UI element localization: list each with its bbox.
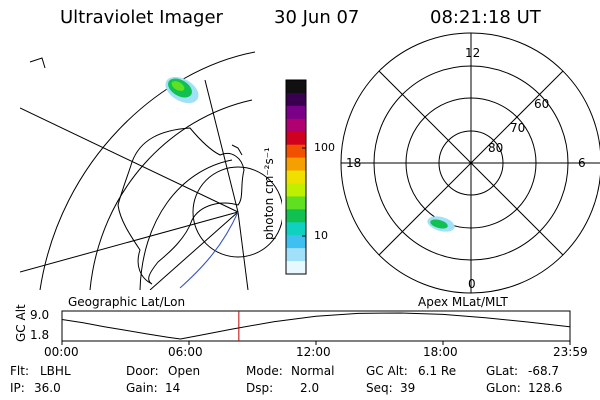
geographic-map-title: Geographic Lat/Lon — [68, 295, 186, 309]
orbit-timeline — [61, 310, 571, 345]
colorbar-swatch — [286, 92, 306, 107]
status-ip-label: IP: — [10, 381, 25, 395]
colorbar-swatch — [286, 131, 306, 146]
timeline-ylabel: GC Alt — [14, 304, 28, 342]
colorbar-frame — [285, 79, 307, 275]
status-flt-value: LBHL — [40, 364, 71, 378]
instrument-title: Ultraviolet Imager — [60, 7, 223, 28]
apex-map-title: Apex MLat/MLT — [418, 295, 508, 309]
colorbar-tick-100: 100 — [314, 141, 335, 154]
status-mode-value: Normal — [291, 364, 335, 378]
status-gcalt-value: 6.1 Re — [418, 364, 457, 378]
mlt-label-18: 18 — [346, 156, 362, 170]
mlt-label-12: 12 — [465, 46, 481, 60]
colorbar-swatch — [286, 183, 306, 197]
orbit-altitude-line — [61, 312, 570, 340]
status-door-label: Door: — [126, 364, 159, 378]
status-dsp-value: 2.0 — [300, 381, 320, 395]
timeline-ymin: 1.8 — [30, 328, 50, 342]
colorbar-swatch — [286, 157, 306, 172]
timeline-tick-1200: 12:00 — [296, 345, 331, 359]
status-door-value: Open — [168, 364, 201, 378]
status-glon-value: 128.6 — [528, 381, 563, 395]
color-bar — [285, 79, 307, 275]
colorbar-swatch — [286, 170, 306, 184]
status-ip-value: 36.0 — [34, 381, 61, 395]
colorbar-swatch — [286, 144, 306, 159]
mlat-label-70: 70 — [510, 121, 526, 135]
colorbar-swatch — [286, 235, 306, 249]
status-seq-label: Seq: — [366, 381, 393, 395]
mlt-label-0: 0 — [468, 277, 476, 291]
geographic-map — [20, 51, 282, 290]
status-gcalt-label: GC Alt: — [366, 364, 408, 378]
mlt-label-6: 6 — [578, 156, 586, 170]
status-glon-label: GLon: — [486, 381, 521, 395]
status-glat-label: GLat: — [486, 364, 519, 378]
timeline-tick-0600: 06:00 — [168, 345, 203, 359]
timeline-tick-2359: 23:59 — [553, 345, 588, 359]
status-seq-value: 39 — [400, 381, 416, 395]
status-mode-label: Mode: — [246, 364, 283, 378]
date-label: 30 Jun 07 — [274, 7, 360, 28]
polar-mlt-map — [340, 32, 600, 294]
colorbar-swatch — [286, 222, 306, 236]
colorbar-swatch — [286, 105, 306, 120]
timeline-tick-1800: 18:00 — [423, 345, 458, 359]
status-flt-label: Flt: — [10, 364, 29, 378]
colorbar-swatch — [286, 80, 306, 94]
status-glat-value: -68.7 — [528, 364, 560, 378]
status-dsp-label: Dsp: — [246, 381, 274, 395]
colorbar-swatch — [286, 196, 306, 210]
timeline-ymax: 9.0 — [30, 308, 50, 322]
mlat-label-80: 80 — [488, 141, 504, 155]
timeline-tick-0000: 00:00 — [44, 345, 79, 359]
colorbar-swatch — [286, 209, 306, 223]
time-label: 08:21:18 UT — [430, 7, 541, 28]
colorbar-swatch — [286, 118, 306, 133]
colorbar-swatch — [286, 248, 306, 262]
mlat-label-60: 60 — [534, 97, 550, 111]
colorbar-tick-10: 10 — [314, 229, 328, 242]
status-gain-label: Gain: — [126, 381, 158, 395]
colorbar-unit-label: photon cm⁻²s⁻¹ — [262, 147, 276, 240]
status-gain-value: 14 — [165, 381, 181, 395]
colorbar-swatch — [286, 261, 306, 275]
